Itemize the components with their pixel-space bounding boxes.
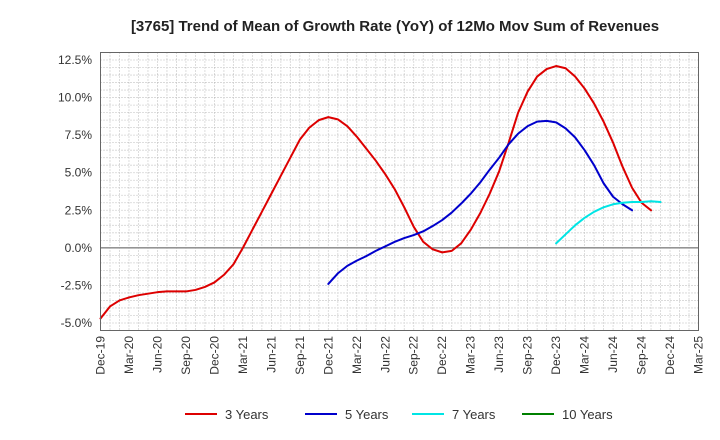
y-tick-label: -2.5% bbox=[61, 278, 93, 292]
legend-label-3-years: 3 Years bbox=[225, 407, 269, 422]
series-lines bbox=[99, 65, 662, 320]
x-tick-label: Sep-21 bbox=[293, 336, 307, 375]
y-tick-label: 5.0% bbox=[65, 166, 93, 180]
x-tick-label: Mar-22 bbox=[350, 336, 364, 374]
y-axis-tick-labels: 12.5% 10.0% 7.5% 5.0% 2.5% 0.0% -2.5% -5.0% bbox=[58, 53, 92, 330]
x-tick-label: Jun-21 bbox=[264, 336, 278, 373]
legend-label-7-years: 7 Years bbox=[452, 407, 496, 422]
x-tick-label: Jun-20 bbox=[150, 336, 164, 373]
x-tick-label: Dec-19 bbox=[94, 336, 108, 375]
x-tick-label: Sep-24 bbox=[635, 336, 649, 375]
y-tick-label: -5.0% bbox=[61, 316, 93, 330]
series-line-7-years bbox=[555, 200, 662, 245]
x-tick-label: Mar-20 bbox=[122, 336, 136, 374]
y-tick-label: 12.5% bbox=[58, 53, 92, 67]
plot-area bbox=[100, 52, 699, 331]
legend: 3 Years 5 Years 7 Years 10 Years bbox=[185, 407, 613, 422]
y-tick-label: 2.5% bbox=[65, 203, 93, 217]
x-tick-label: Dec-23 bbox=[549, 336, 563, 375]
series-line-3-years bbox=[99, 65, 653, 320]
legend-label-10-years: 10 Years bbox=[562, 407, 613, 422]
y-tick-label: 7.5% bbox=[65, 128, 93, 142]
y-tick-label: 10.0% bbox=[58, 91, 92, 105]
x-tick-label: Dec-24 bbox=[663, 336, 677, 375]
series-line-5-years bbox=[327, 119, 634, 285]
x-tick-label: Dec-20 bbox=[207, 336, 221, 375]
legend-label-5-years: 5 Years bbox=[345, 407, 389, 422]
x-tick-label: Mar-23 bbox=[464, 336, 478, 374]
x-tick-label: Mar-25 bbox=[692, 336, 706, 374]
x-axis-tick-labels: Dec-19 Mar-20 Jun-20 Sep-20 Dec-20 Mar-21 Jun-… bbox=[94, 336, 706, 375]
grid-lines bbox=[100, 52, 699, 331]
y-tick-label: 0.0% bbox=[65, 241, 93, 255]
x-tick-label: Dec-21 bbox=[321, 336, 335, 375]
x-tick-label: Mar-21 bbox=[236, 336, 250, 374]
x-tick-label: Jun-24 bbox=[606, 336, 620, 373]
x-tick-label: Sep-23 bbox=[521, 336, 535, 375]
chart-title: [3765] Trend of Mean of Growth Rate (YoY… bbox=[131, 18, 659, 35]
x-tick-label: Mar-24 bbox=[578, 336, 592, 374]
x-tick-label: Jun-22 bbox=[378, 336, 392, 373]
x-tick-label: Sep-22 bbox=[407, 336, 421, 375]
x-tick-label: Dec-22 bbox=[435, 336, 449, 375]
plot-frame bbox=[100, 52, 699, 331]
x-tick-label: Sep-20 bbox=[179, 336, 193, 375]
x-tick-label: Jun-23 bbox=[492, 336, 506, 373]
